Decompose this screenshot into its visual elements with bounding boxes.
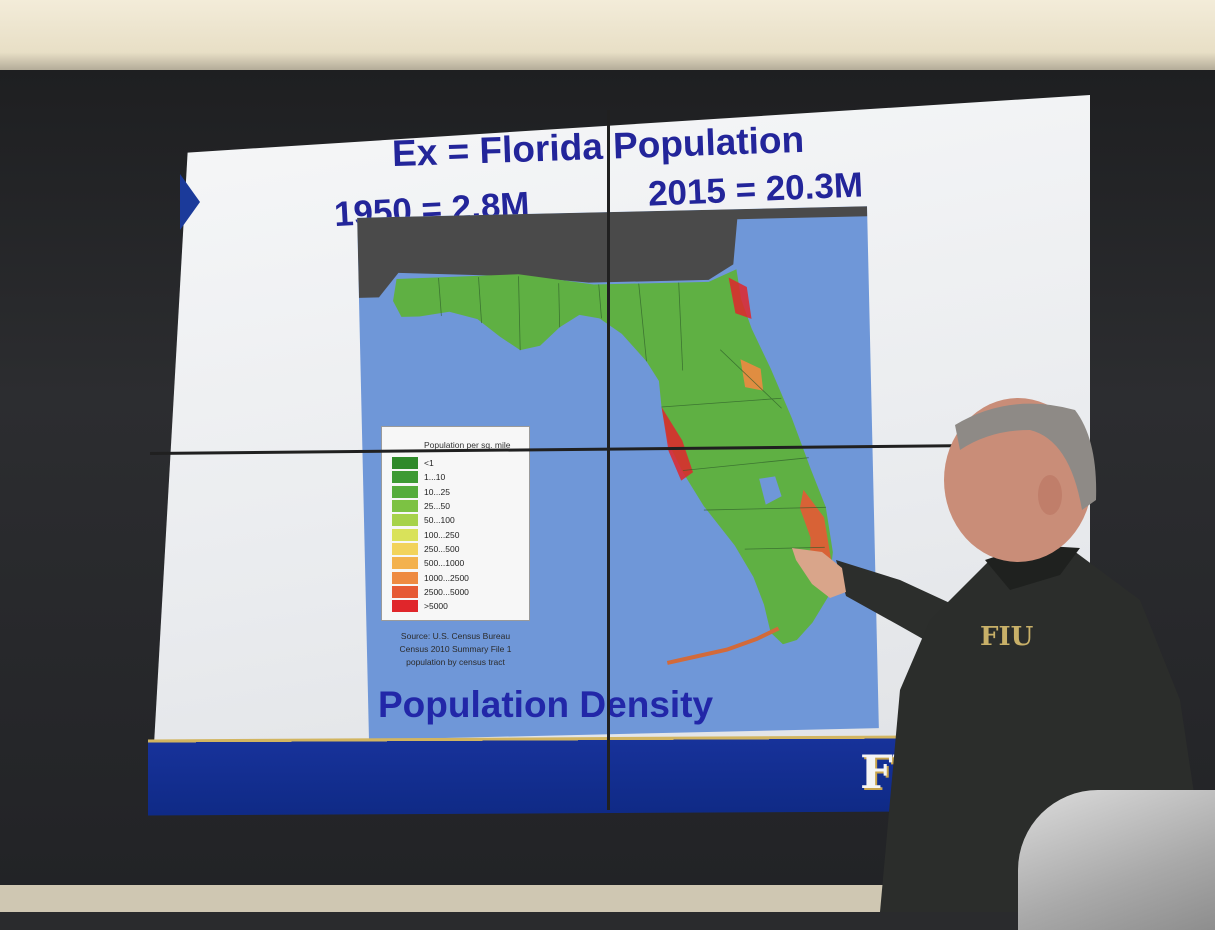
florida-panhandle xyxy=(393,269,833,645)
legend-label: 500...1000 xyxy=(424,558,465,569)
florida-density-map xyxy=(357,206,879,740)
legend-label: 100...250 xyxy=(424,529,460,540)
source-line-1: Source: U.S. Census Bureau xyxy=(400,631,511,641)
legend-row: <1 xyxy=(392,456,469,470)
legend-row: 1000...2500 xyxy=(392,570,469,584)
legend-swatch xyxy=(392,585,418,598)
georgia-alabama-land xyxy=(357,206,868,298)
lake-okeechobee xyxy=(759,476,782,505)
source-line-3: population by census tract xyxy=(406,657,505,667)
legend-title: Population per sq. mile xyxy=(424,440,511,450)
legend-swatch xyxy=(392,542,418,555)
legend-rows: <1 1...10 10...25 25...50 50...100 100...250 2… xyxy=(392,456,469,613)
legend-label: 25...50 xyxy=(424,501,450,512)
legend-row: 10...25 xyxy=(392,485,469,499)
display-seam-vertical xyxy=(607,110,610,810)
presenter-hair xyxy=(955,403,1097,510)
legend-label: 2500...5000 xyxy=(424,586,469,597)
legend-label: 250...500 xyxy=(424,543,460,554)
legend-row: 1...10 xyxy=(392,470,469,484)
legend-label: 1...10 xyxy=(424,472,446,483)
legend-row: 25...50 xyxy=(392,499,469,513)
slide-caption: Population Density xyxy=(378,684,714,725)
legend-label: <1 xyxy=(424,458,434,469)
county-lines xyxy=(438,276,826,550)
urban-tampa xyxy=(661,406,694,481)
presenter-ear xyxy=(1038,475,1062,515)
legend-row: 500...1000 xyxy=(392,556,469,570)
legend-swatch xyxy=(392,571,418,584)
legend-swatch xyxy=(392,557,418,570)
map-legend: Population per sq. mile <1 1...10 10...25 2… xyxy=(381,426,530,621)
legend-swatch xyxy=(392,471,418,484)
legend-label: 10...25 xyxy=(424,486,450,497)
map-source-note: Source: U.S. Census Bureau Census 2010 S… xyxy=(383,630,528,669)
shirt-fiu-logo: FIU xyxy=(980,622,1034,652)
source-line-2: Census 2010 Summary File 1 xyxy=(399,644,512,654)
legend-swatch xyxy=(392,485,418,498)
legend-swatch xyxy=(392,600,418,613)
legend-row: >5000 xyxy=(392,599,469,613)
legend-swatch xyxy=(392,514,418,527)
keys-islands xyxy=(666,626,780,665)
legend-row: 100...250 xyxy=(392,527,469,541)
legend-label: >5000 xyxy=(424,601,448,612)
slide-arrow-marker xyxy=(180,174,200,230)
legend-label: 50...100 xyxy=(424,515,455,526)
presenter-hand xyxy=(792,548,846,598)
legend-row: 2500...5000 xyxy=(392,585,469,599)
urban-jacksonville xyxy=(728,277,752,319)
legend-row: 250...500 xyxy=(392,542,469,556)
legend-swatch xyxy=(392,457,418,470)
urban-orlando xyxy=(740,359,764,391)
legend-row: 50...100 xyxy=(392,513,469,527)
legend-swatch xyxy=(392,500,418,513)
conference-camera xyxy=(1018,790,1215,930)
legend-swatch xyxy=(392,528,418,541)
legend-label: 1000...2500 xyxy=(424,572,469,583)
shirt-logo-text: FIU xyxy=(980,622,1034,652)
